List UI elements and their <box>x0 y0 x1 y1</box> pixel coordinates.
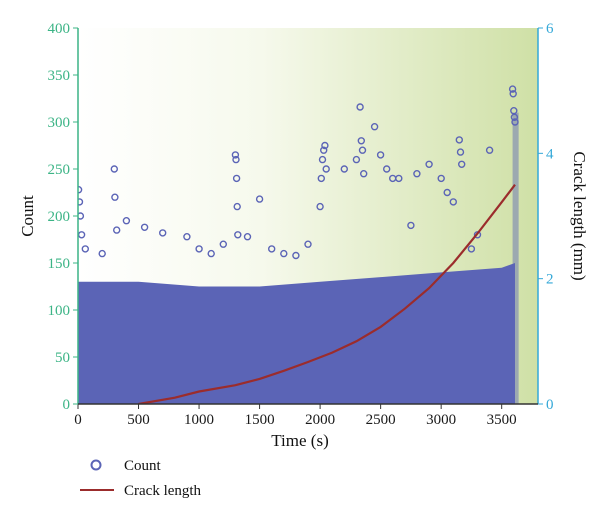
count-point-45 <box>413 169 421 178</box>
count-point-11 <box>158 229 167 237</box>
count-point-34 <box>352 155 361 164</box>
count-point-40 <box>376 151 385 159</box>
count-point-29 <box>318 155 327 164</box>
count-point-43 <box>395 174 403 183</box>
crack-length-line <box>138 184 516 404</box>
count-point-6 <box>110 165 119 173</box>
count-point-24 <box>280 249 288 258</box>
x-tick-label-3500: 3500 <box>487 412 517 428</box>
count-point-52 <box>458 160 466 169</box>
count-column-final <box>512 112 519 404</box>
count-point-8 <box>112 226 121 234</box>
count-point-48 <box>443 188 451 197</box>
count-point-31 <box>321 141 329 150</box>
legend-count-label: Count <box>124 458 162 474</box>
count-point-46 <box>425 160 433 169</box>
count-points <box>78 85 519 260</box>
count-point-7 <box>111 193 119 201</box>
x-tick-label-2000: 2000 <box>305 412 335 428</box>
count-point-59 <box>510 113 519 122</box>
count-point-37 <box>358 146 367 154</box>
count-point-32 <box>322 165 330 173</box>
count-point-23 <box>268 245 276 253</box>
count-point-12 <box>183 232 191 241</box>
x-tick-label-0: 0 <box>74 412 82 428</box>
count-point-14 <box>207 249 215 258</box>
axes <box>73 27 543 409</box>
count-point-50 <box>455 136 463 144</box>
x-tick-label-1500: 1500 <box>245 412 275 428</box>
y-left-tick-label-300: 300 <box>48 115 71 131</box>
count-point-21 <box>243 232 252 241</box>
crack-length-layer <box>138 184 516 404</box>
count-point-41 <box>383 165 391 173</box>
y-left-tick-label-50: 50 <box>55 350 70 366</box>
legend-item-count: Count <box>90 458 162 474</box>
count-point-17 <box>232 155 240 164</box>
y-right-tick-label-2: 2 <box>546 272 554 288</box>
y-right-tick-label-0: 0 <box>546 397 554 413</box>
x-tick-label-3000: 3000 <box>426 412 456 428</box>
y-left-tick-label-150: 150 <box>48 256 71 272</box>
x-axis-title: Time (s) <box>271 431 328 450</box>
legend-item-crack-length: Crack length <box>80 483 202 499</box>
count-point-18 <box>232 174 241 183</box>
x-tick-label-2500: 2500 <box>366 412 396 428</box>
count-point-55 <box>485 146 494 154</box>
legend-count-marker <box>90 459 102 471</box>
count-point-36 <box>357 137 365 145</box>
count-point-28 <box>317 174 325 183</box>
y-right-axis-title: Crack length (mm) <box>570 151 589 280</box>
count-point-60 <box>511 118 519 126</box>
count-point-25 <box>292 251 300 260</box>
y-left-tick-label-100: 100 <box>48 303 71 319</box>
count-point-9 <box>122 216 131 225</box>
y-left-tick-label-400: 400 <box>48 21 71 37</box>
count-point-15 <box>219 240 228 248</box>
count-point-10 <box>140 223 149 232</box>
count-density-band-area <box>78 263 515 404</box>
x-tick-label-1000: 1000 <box>184 412 214 428</box>
count-point-20 <box>234 231 242 239</box>
count-point-39 <box>370 122 379 131</box>
count-point-33 <box>340 165 348 173</box>
count-point-27 <box>316 202 324 211</box>
count-point-2 <box>78 212 85 220</box>
count-density-band <box>78 112 519 404</box>
count-point-30 <box>320 146 328 154</box>
count-point-22 <box>255 195 264 203</box>
count-point-4 <box>81 245 90 253</box>
y-left-axis-title: Count <box>18 195 37 237</box>
count-point-19 <box>233 202 241 211</box>
count-point-16 <box>231 151 240 159</box>
x-tick-label-500: 500 <box>127 412 150 428</box>
count-point-56 <box>508 85 517 93</box>
count-point-5 <box>98 249 106 258</box>
y-right-tick-label-4: 4 <box>546 146 554 162</box>
count-point-1 <box>78 198 84 206</box>
count-point-51 <box>456 148 465 156</box>
count-point-35 <box>356 103 364 111</box>
legend-crack-label: Crack length <box>124 483 202 499</box>
count-point-49 <box>449 198 457 206</box>
y-left-tick-label-350: 350 <box>48 68 71 84</box>
count-point-53 <box>467 245 476 253</box>
count-point-57 <box>509 90 517 98</box>
y-left-tick-label-250: 250 <box>48 162 71 178</box>
count-point-26 <box>304 240 312 248</box>
legend: Count Crack length <box>80 458 202 499</box>
tick-labels: 0 500 1000 1500 2000 2500 3000 3500050100150200… <box>48 21 555 428</box>
y-left-tick-label-0: 0 <box>63 397 71 413</box>
y-left-tick-label-200: 200 <box>48 209 71 225</box>
count-point-38 <box>360 169 368 178</box>
y-right-tick-label-6: 6 <box>546 21 554 37</box>
count-point-13 <box>195 245 203 253</box>
count-point-47 <box>437 174 445 183</box>
count-point-44 <box>407 221 415 230</box>
